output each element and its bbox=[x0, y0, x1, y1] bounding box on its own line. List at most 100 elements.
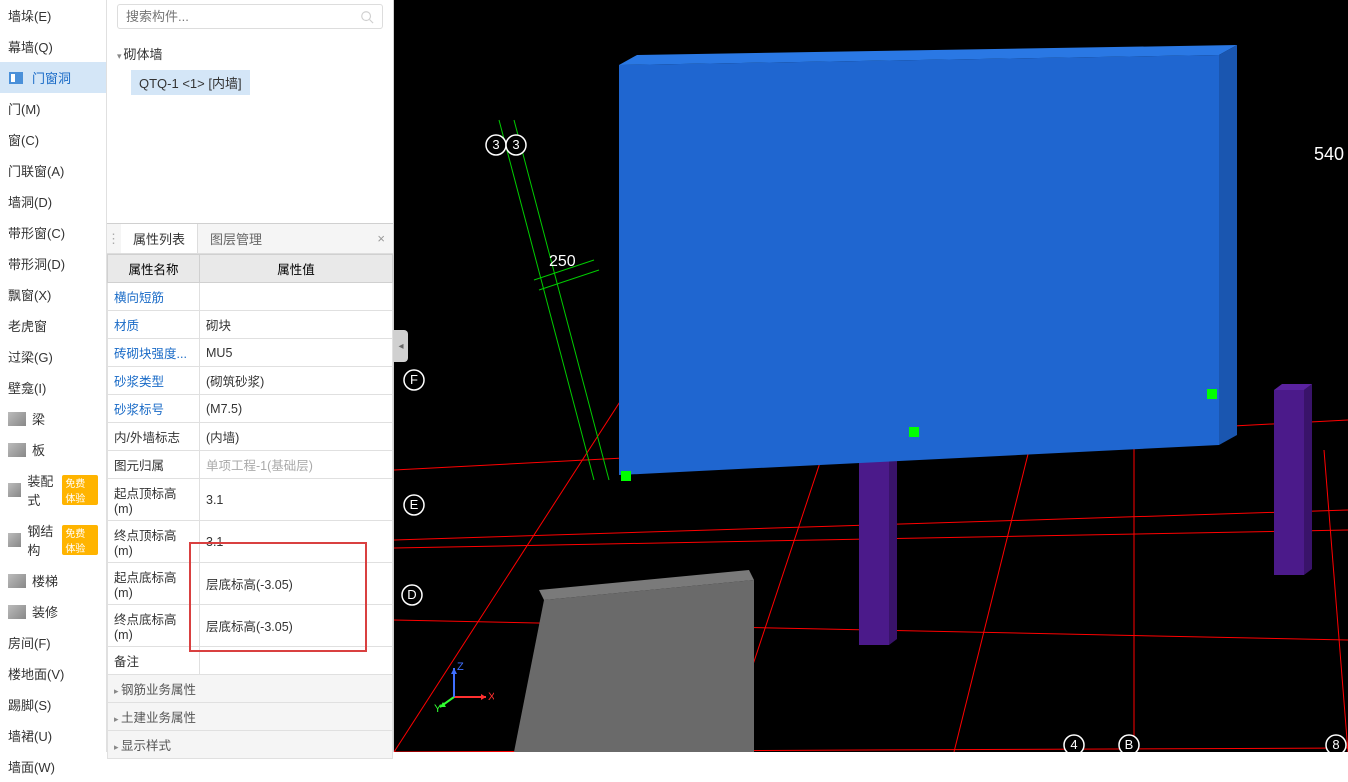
gizmo-x-label: X bbox=[488, 691, 494, 703]
nav-group-item[interactable]: 梁 bbox=[0, 403, 106, 434]
dim-250: 250 bbox=[549, 253, 576, 270]
prop-value[interactable]: (砌筑砂浆) bbox=[200, 367, 393, 395]
nav-item[interactable]: 墙洞(D) bbox=[0, 186, 106, 217]
prop-name: 图元归属 bbox=[108, 451, 200, 479]
nav-item-label: 幕墙(Q) bbox=[8, 37, 53, 56]
tab-layer-mgmt[interactable]: 图层管理 bbox=[198, 224, 274, 253]
svg-text:F: F bbox=[410, 372, 418, 387]
prop-name: 内/外墙标志 bbox=[108, 423, 200, 451]
prop-value[interactable]: 砌块 bbox=[200, 311, 393, 339]
search-icon bbox=[360, 10, 374, 24]
group-thumb-icon bbox=[8, 533, 21, 547]
prop-value[interactable]: 层底标高(-3.05) bbox=[200, 605, 393, 647]
property-grid: 属性名称 属性值 横向短筋材质砌块砖砌块强度...MU5砂浆类型(砌筑砂浆)砂浆… bbox=[107, 254, 393, 759]
tree-leaf-selected[interactable]: QTQ-1 <1> [内墙] bbox=[131, 70, 250, 95]
nav-item[interactable]: 壁龛(I) bbox=[0, 372, 106, 403]
group-thumb-icon bbox=[8, 412, 26, 426]
axis-gizmo[interactable]: X Y Z bbox=[434, 662, 494, 712]
nav-item-label: 带形洞(D) bbox=[8, 254, 65, 273]
wall[interactable] bbox=[619, 55, 1219, 475]
prop-section[interactable]: 土建业务属性 bbox=[108, 703, 393, 731]
viewport-3d[interactable]: ◂ 33FED4B8250540 X Y Z bbox=[394, 0, 1348, 752]
prop-value[interactable] bbox=[200, 283, 393, 311]
svg-text:4: 4 bbox=[1070, 737, 1077, 752]
prop-value[interactable]: 3.1 bbox=[200, 521, 393, 563]
nav-item[interactable]: 幕墙(Q) bbox=[0, 31, 106, 62]
nav-item-label: 窗(C) bbox=[8, 130, 39, 149]
prop-name: 起点顶标高(m) bbox=[108, 479, 200, 521]
nav-item-label: 过梁(G) bbox=[8, 347, 53, 366]
nav-group-label: 板 bbox=[32, 440, 45, 459]
prop-col-name: 属性名称 bbox=[108, 255, 200, 283]
nav-item[interactable]: 门窗洞 bbox=[0, 62, 106, 93]
nav-item[interactable]: 楼地面(V) bbox=[0, 658, 106, 689]
prop-name: 备注 bbox=[108, 647, 200, 675]
group-thumb-icon bbox=[8, 483, 21, 497]
nav-item[interactable]: 墙裙(U) bbox=[0, 720, 106, 751]
slab[interactable] bbox=[514, 580, 754, 752]
svg-text:E: E bbox=[410, 497, 419, 512]
prop-value[interactable]: MU5 bbox=[200, 339, 393, 367]
column[interactable] bbox=[1274, 390, 1304, 575]
nav-item[interactable]: 墙垛(E) bbox=[0, 0, 106, 31]
svg-text:B: B bbox=[1125, 737, 1134, 752]
prop-section[interactable]: 钢筋业务属性 bbox=[108, 675, 393, 703]
nav-item[interactable]: 带形窗(C) bbox=[0, 217, 106, 248]
vertex-marker[interactable] bbox=[1207, 389, 1217, 399]
nav-item[interactable]: 老虎窗 bbox=[0, 310, 106, 341]
nav-item-label: 门窗洞 bbox=[32, 68, 71, 87]
nav-item[interactable]: 窗(C) bbox=[0, 124, 106, 155]
nav-item-label: 门(M) bbox=[8, 99, 41, 118]
nav-item-label: 墙洞(D) bbox=[8, 192, 52, 211]
nav-item[interactable]: 门(M) bbox=[0, 93, 106, 124]
nav-group-item[interactable]: 钢结构免费体验 bbox=[0, 515, 106, 565]
prop-value[interactable] bbox=[200, 647, 393, 675]
nav-group-item[interactable]: 装修 bbox=[0, 596, 106, 627]
component-tree: 砌体墙 QTQ-1 <1> [内墙] bbox=[107, 33, 393, 103]
nav-item[interactable]: 踢脚(S) bbox=[0, 689, 106, 720]
nav-item-label: 老虎窗 bbox=[8, 316, 47, 335]
vertex-marker[interactable] bbox=[621, 471, 631, 481]
viewport-canvas[interactable]: 33FED4B8250540 bbox=[394, 0, 1348, 752]
search-input[interactable] bbox=[126, 9, 360, 24]
prop-value[interactable]: 3.1 bbox=[200, 479, 393, 521]
nav-group-item[interactable]: 板 bbox=[0, 434, 106, 465]
prop-value[interactable]: (内墙) bbox=[200, 423, 393, 451]
gizmo-y-label: Y bbox=[434, 703, 442, 712]
nav-group-label: 装修 bbox=[32, 602, 58, 621]
nav-item[interactable]: 墙面(W) bbox=[0, 751, 106, 782]
prop-value[interactable]: 层底标高(-3.05) bbox=[200, 563, 393, 605]
prop-col-val: 属性值 bbox=[200, 255, 393, 283]
group-thumb-icon bbox=[8, 574, 26, 588]
prop-value[interactable]: 单项工程-1(基础层) bbox=[200, 451, 393, 479]
trial-badge: 免费体验 bbox=[62, 525, 98, 555]
property-panel: ⋮⋮ 属性列表 图层管理 × 属性名称 属性值 横向短筋材质砌块砖砌块强度...… bbox=[107, 223, 393, 759]
property-tabs: ⋮⋮ 属性列表 图层管理 × bbox=[107, 224, 393, 254]
prop-name: 终点顶标高(m) bbox=[108, 521, 200, 563]
nav-group-item[interactable]: 装配式免费体验 bbox=[0, 465, 106, 515]
prop-name: 起点底标高(m) bbox=[108, 563, 200, 605]
nav-group-item[interactable]: 楼梯 bbox=[0, 565, 106, 596]
nav-item[interactable]: 过梁(G) bbox=[0, 341, 106, 372]
prop-section[interactable]: 显示样式 bbox=[108, 731, 393, 759]
nav-item[interactable]: 带形洞(D) bbox=[0, 248, 106, 279]
nav-item[interactable]: 飘窗(X) bbox=[0, 279, 106, 310]
svg-text:3: 3 bbox=[492, 137, 499, 152]
nav-item[interactable]: 房间(F) bbox=[0, 627, 106, 658]
nav-item[interactable]: 门联窗(A) bbox=[0, 155, 106, 186]
prop-value[interactable]: (M7.5) bbox=[200, 395, 393, 423]
left-nav: 墙垛(E) 幕墙(Q) 门窗洞门(M) 窗(C) 门联窗(A) 墙洞(D) 带形窗(C) 带形… bbox=[0, 0, 107, 752]
tab-property-list[interactable]: 属性列表 bbox=[121, 224, 198, 253]
prop-name: 材质 bbox=[108, 311, 200, 339]
group-thumb-icon bbox=[8, 443, 26, 457]
search-box[interactable] bbox=[117, 4, 383, 29]
door-window-icon bbox=[8, 70, 28, 86]
nav-item-label: 飘窗(X) bbox=[8, 285, 51, 304]
expand-handle[interactable]: ◂ bbox=[394, 330, 408, 362]
nav-group-label: 钢结构 bbox=[27, 521, 56, 559]
prop-name: 砖砌块强度... bbox=[108, 339, 200, 367]
close-icon[interactable]: × bbox=[369, 231, 393, 246]
vertex-marker[interactable] bbox=[909, 427, 919, 437]
tree-node-root[interactable]: 砌体墙 bbox=[117, 41, 383, 66]
panel-grip-icon[interactable]: ⋮⋮ bbox=[107, 231, 121, 247]
